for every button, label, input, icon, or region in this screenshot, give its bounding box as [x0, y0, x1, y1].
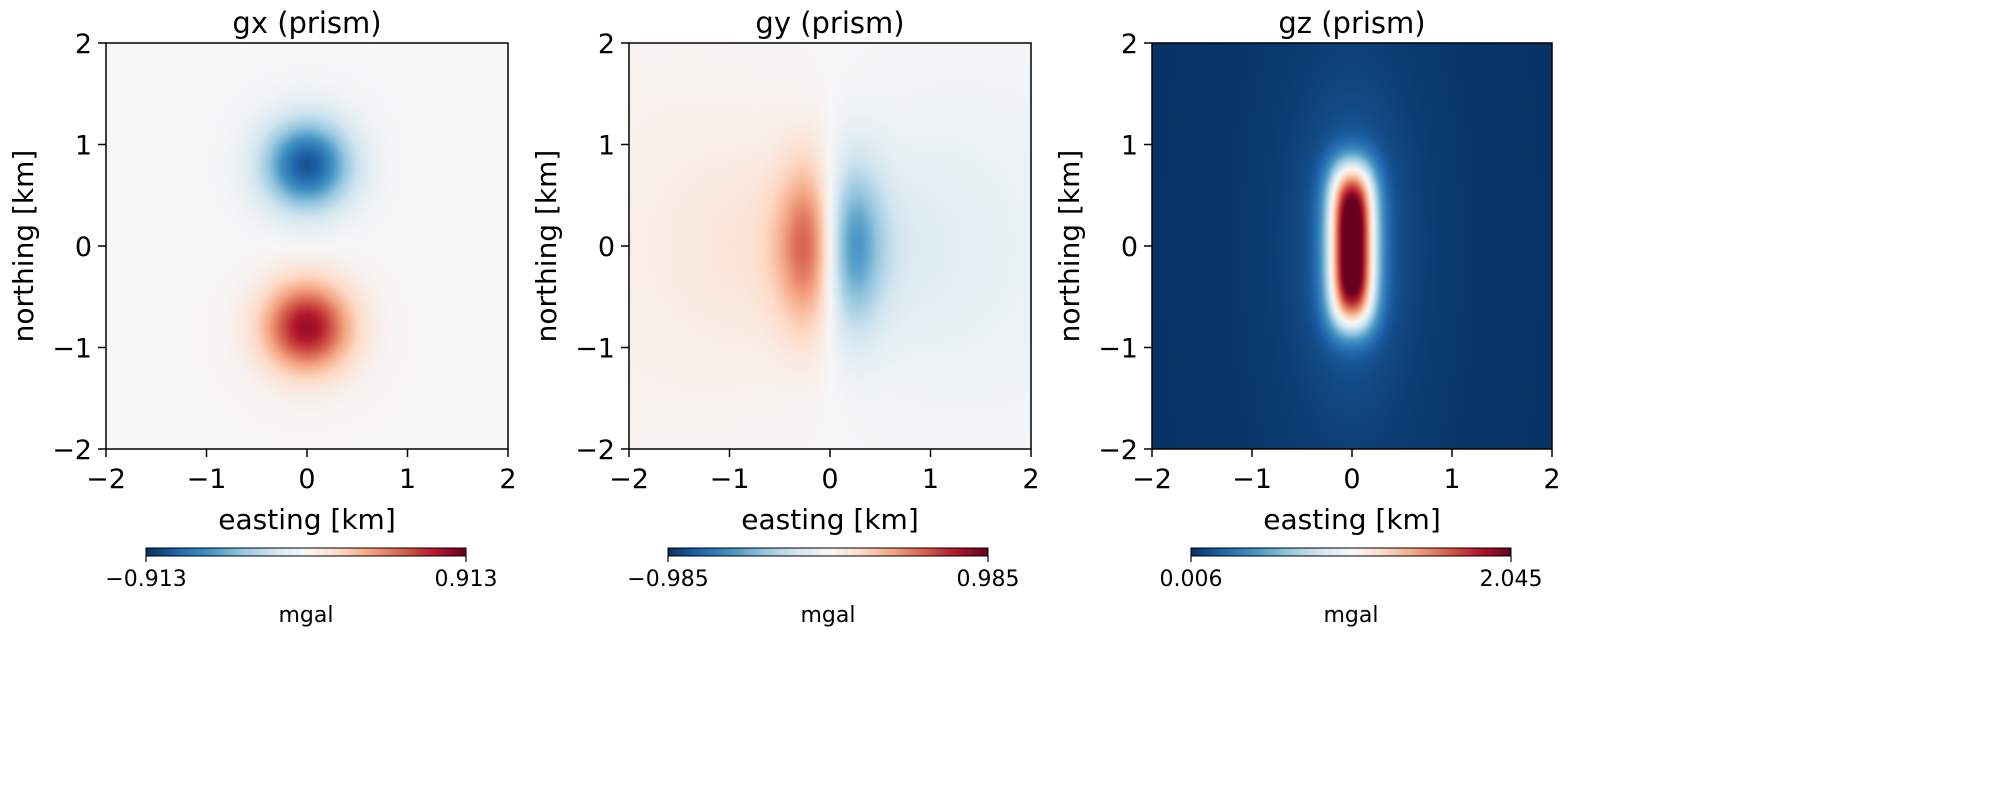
y-tick-label: 1 — [1121, 131, 1138, 162]
y-tick-label: 2 — [1121, 29, 1138, 60]
gz-title: gz (prism) — [1278, 6, 1425, 40]
x-tick-label: 2 — [1543, 464, 1560, 495]
y-tick-label: 2 — [598, 29, 615, 60]
panels: −2 −1 0 1 2 −2 −1 0 1 2 gx (prism) easting [km] nort… — [7, 6, 1561, 628]
gx-heatmap — [106, 43, 508, 449]
gz-xlabel: easting [km] — [1263, 503, 1441, 536]
x-tick-label: 1 — [399, 464, 416, 495]
gz-colorbar-min-label: 0.006 — [1160, 567, 1223, 592]
gx-colorbar-min-label: −0.913 — [105, 567, 186, 592]
y-tick-label: 1 — [598, 131, 615, 162]
gy-ylabel: northing [km] — [530, 150, 563, 343]
gz-colorbar-label: mgal — [1324, 603, 1379, 628]
x-tick-label: 0 — [1343, 464, 1360, 495]
gx-panel: −2 −1 0 1 2 −2 −1 0 1 2 gx (prism) easting [km] nort… — [7, 6, 517, 628]
gx-xlabel: easting [km] — [218, 503, 396, 536]
gx-colorbar — [145, 547, 467, 557]
x-tick-label: −2 — [86, 464, 126, 495]
y-tick-label: −1 — [52, 334, 92, 365]
gy-colorbar-label: mgal — [801, 603, 856, 628]
gx-title: gx (prism) — [232, 6, 381, 40]
y-tick-label: −2 — [1098, 435, 1138, 466]
y-tick-label: 2 — [75, 29, 92, 60]
gz-panel: −2 −1 0 1 2 −2 −1 0 1 2 gz (prism) easting [km] nort… — [1053, 6, 1561, 628]
gx-colorbar-max-label: 0.913 — [435, 567, 498, 592]
x-tick-label: 0 — [821, 464, 838, 495]
x-tick-label: 1 — [1443, 464, 1460, 495]
gy-xlabel: easting [km] — [741, 503, 919, 536]
y-tick-label: 1 — [75, 131, 92, 162]
gy-panel: −2 −1 0 1 2 −2 −1 0 1 2 gy (prism) easting [km] nort… — [530, 6, 1040, 628]
x-tick-label: −1 — [710, 464, 750, 495]
x-tick-label: −2 — [1132, 464, 1172, 495]
y-tick-label: −1 — [575, 334, 615, 365]
y-tick-label: 0 — [598, 232, 615, 263]
y-tick-label: −2 — [52, 435, 92, 466]
gy-colorbar-max-label: 0.985 — [957, 567, 1020, 592]
x-tick-label: 0 — [298, 464, 315, 495]
gy-title: gy (prism) — [755, 6, 904, 40]
gz-heatmap — [1152, 43, 1552, 449]
x-tick-label: 1 — [922, 464, 939, 495]
gy-heatmap — [629, 43, 1031, 449]
x-tick-label: −2 — [609, 464, 649, 495]
x-tick-label: −1 — [187, 464, 227, 495]
y-tick-label: 0 — [75, 232, 92, 263]
gx-colorbar-label: mgal — [279, 603, 334, 628]
gy-colorbar-min-label: −0.985 — [627, 567, 708, 592]
x-tick-label: 2 — [1022, 464, 1039, 495]
gx-ylabel: northing [km] — [7, 150, 40, 343]
y-tick-label: −1 — [1098, 334, 1138, 365]
x-tick-label: 2 — [499, 464, 516, 495]
gz-ylabel: northing [km] — [1053, 150, 1086, 343]
y-tick-label: −2 — [575, 435, 615, 466]
y-tick-label: 0 — [1121, 232, 1138, 263]
gz-colorbar — [1190, 547, 1512, 557]
gz-colorbar-max-label: 2.045 — [1480, 567, 1543, 592]
x-tick-label: −1 — [1232, 464, 1272, 495]
gy-colorbar — [667, 547, 989, 557]
